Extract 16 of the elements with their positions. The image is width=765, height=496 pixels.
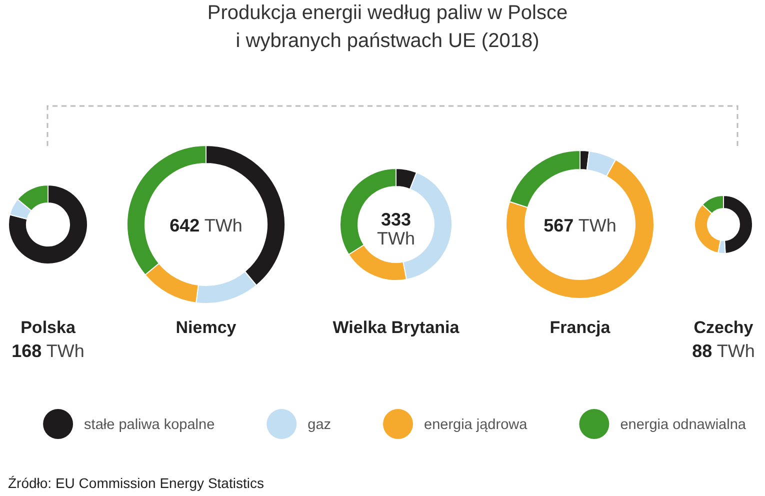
text: 88 TWh	[692, 341, 755, 361]
slice-label: Czechy	[694, 318, 754, 337]
slice-label: Polska	[20, 318, 76, 337]
chart-title: Produkcja energii według paliw w Polsce i wybranych państwach UE (2018)	[207, 2, 568, 52]
slice-label: Wielka Brytania	[332, 318, 460, 337]
text: 333 TWh	[377, 210, 415, 248]
legend-label: energia jądrowa	[424, 417, 528, 433]
legend-label: energia odnawialna	[620, 417, 747, 433]
text: 567 TWh	[544, 216, 616, 236]
legend-label: gaz	[308, 417, 332, 433]
text: 642 TWh	[170, 216, 242, 236]
slice-label: Niemcy	[176, 318, 237, 337]
slice-label: Francja	[550, 318, 611, 337]
text: 168 TWh	[12, 341, 84, 361]
text: Źródło: EU Commission Energy Statistics	[8, 475, 264, 491]
legend-label: stałe paliwa kopalne	[84, 417, 215, 433]
